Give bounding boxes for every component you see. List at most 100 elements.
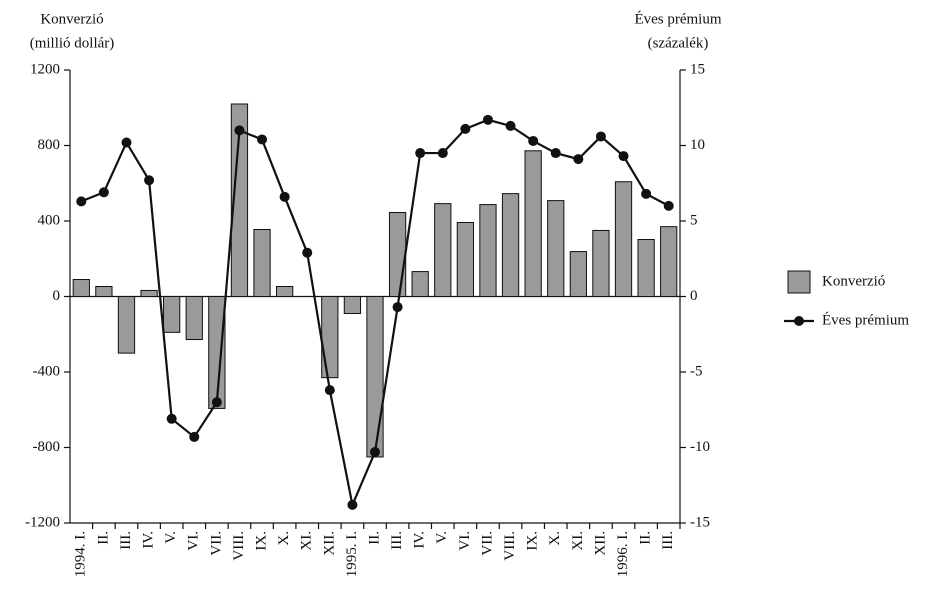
- x-tick-label: VIII.: [502, 531, 518, 561]
- bar: [547, 200, 565, 298]
- point: [324, 385, 335, 396]
- point: [211, 397, 222, 408]
- y2-tick-label: 5: [690, 212, 698, 228]
- y2-axis-title: (százalék): [648, 35, 709, 51]
- point: [370, 447, 380, 458]
- y-tick-label: 1200: [30, 61, 60, 77]
- y-axis-title: Konverzió: [40, 11, 103, 27]
- bar: [388, 212, 407, 298]
- x-tick-label: IV.: [141, 531, 157, 549]
- bar: [72, 279, 90, 298]
- legend-label: Konverzió: [822, 273, 885, 289]
- point: [437, 148, 448, 159]
- y-tick-label: 800: [38, 137, 61, 153]
- x-tick-label: VI.: [457, 531, 473, 551]
- x-tick-label: XII.: [592, 531, 608, 556]
- point: [618, 151, 629, 162]
- bar: [185, 296, 203, 341]
- x-tick-label: 1995. I.: [344, 531, 360, 577]
- point: [257, 134, 268, 145]
- x-tick-label: XII.: [321, 531, 337, 556]
- bar: [366, 296, 384, 458]
- bar: [117, 296, 136, 354]
- y2-tick-label: -5: [690, 363, 703, 379]
- x-tick-label: III.: [389, 531, 405, 550]
- y2-tick-label: 15: [690, 61, 705, 77]
- x-tick-label: IX.: [525, 531, 541, 551]
- point: [641, 188, 652, 199]
- point: [505, 120, 516, 131]
- y2-tick-label: -10: [690, 439, 710, 455]
- x-tick-label: II.: [638, 531, 654, 545]
- y-tick-label: -800: [33, 439, 61, 455]
- point: [482, 114, 493, 125]
- point: [234, 125, 245, 136]
- bar: [343, 296, 362, 314]
- point: [460, 123, 471, 134]
- bar: [275, 285, 294, 297]
- bar: [95, 285, 113, 297]
- point: [663, 200, 674, 211]
- bar: [411, 271, 429, 297]
- y-tick-label: -1200: [25, 514, 60, 530]
- point: [573, 154, 584, 165]
- point: [279, 191, 290, 202]
- x-tick-label: VIII.: [231, 531, 247, 561]
- point: [144, 175, 155, 186]
- point: [550, 148, 561, 159]
- bar: [456, 222, 475, 297]
- x-tick-label: X.: [276, 531, 292, 546]
- x-tick-label: X.: [547, 531, 563, 546]
- y2-axis-title: Éves prémium: [634, 10, 721, 27]
- point: [595, 131, 606, 142]
- x-tick-label: V.: [434, 531, 450, 544]
- bar: [253, 228, 271, 297]
- x-tick-label: IX.: [253, 531, 269, 551]
- x-tick-label: VII.: [208, 531, 224, 556]
- y2-tick-label: 0: [690, 288, 698, 304]
- y-tick-label: -400: [33, 363, 61, 379]
- bar: [614, 181, 633, 298]
- x-tick-label: II.: [95, 531, 111, 545]
- x-tick-label: 1996. I.: [615, 531, 631, 577]
- point: [76, 196, 87, 207]
- point: [347, 499, 358, 510]
- bar: [321, 296, 339, 379]
- point: [98, 187, 109, 198]
- x-tick-label: II.: [366, 531, 382, 545]
- bar: [637, 238, 655, 297]
- x-tick-label: XI.: [299, 531, 315, 551]
- bar: [163, 296, 181, 333]
- point: [121, 137, 132, 148]
- x-tick-label: VI.: [186, 531, 202, 551]
- legend-swatch: [794, 316, 804, 326]
- point: [392, 302, 403, 313]
- x-tick-label: VII.: [479, 531, 495, 556]
- bar: [569, 251, 587, 297]
- y-tick-label: 400: [38, 212, 61, 228]
- y-axis-title: (millió dollár): [30, 35, 115, 51]
- x-tick-label: III.: [118, 531, 134, 550]
- point: [189, 431, 200, 442]
- x-tick-label: XI.: [570, 531, 586, 551]
- bar: [524, 150, 542, 297]
- x-tick-label: III.: [660, 531, 676, 550]
- bar: [230, 103, 249, 297]
- bar: [208, 296, 226, 409]
- legend-label: Éves prémium: [822, 311, 909, 328]
- x-tick-label: 1994. I.: [73, 531, 89, 577]
- y2-tick-label: 10: [690, 137, 705, 153]
- bar: [140, 289, 158, 297]
- bar: [479, 204, 497, 297]
- point: [528, 135, 539, 146]
- point: [302, 247, 313, 258]
- bar: [592, 229, 610, 297]
- y2-tick-label: -15: [690, 514, 710, 530]
- legend-swatch: [787, 270, 811, 294]
- point: [415, 148, 426, 159]
- y-tick-label: 0: [53, 288, 61, 304]
- bar: [660, 226, 678, 298]
- x-tick-label: V.: [163, 531, 179, 544]
- x-tick-label: IV.: [412, 531, 428, 549]
